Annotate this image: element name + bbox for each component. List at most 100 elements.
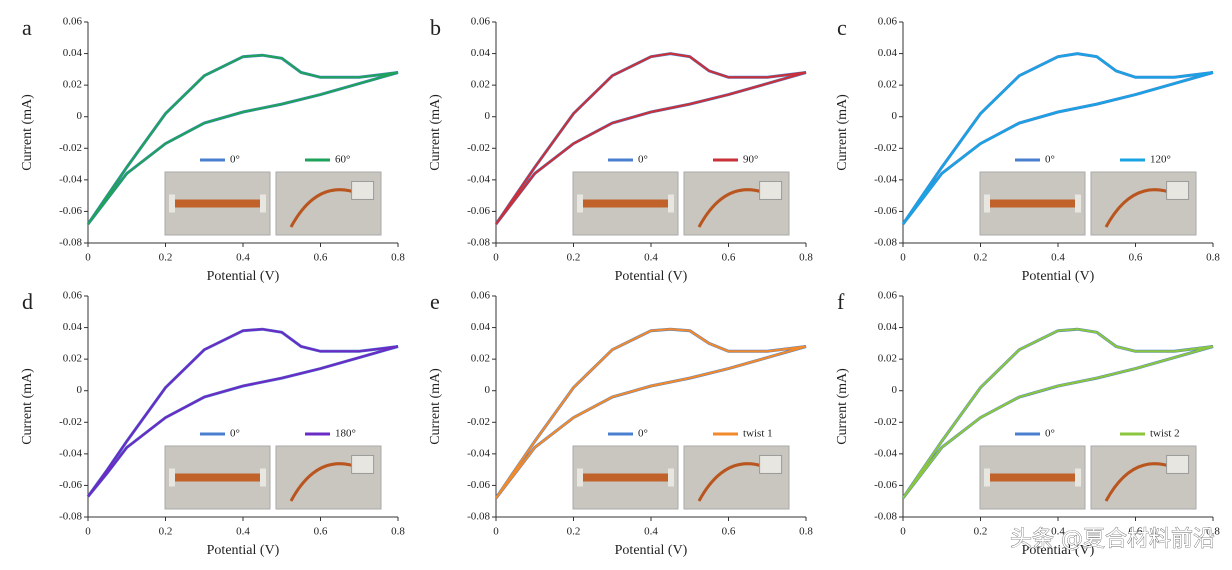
legend-label: 0° <box>230 428 240 440</box>
y-tick-label: 0.06 <box>63 290 83 302</box>
photo-fiber <box>581 199 670 208</box>
y-tick-label: -0.04 <box>59 447 82 459</box>
panel-label: e <box>430 289 440 314</box>
x-tick-label: 0.6 <box>722 526 736 538</box>
x-tick-label: 0.2 <box>159 526 173 538</box>
photo-clip <box>984 468 990 487</box>
y-axis-title: Current (mA) <box>20 94 35 171</box>
y-tick-label: -0.02 <box>874 142 897 154</box>
y-axis-title: Current (mA) <box>835 368 850 445</box>
x-tick-label: 0.2 <box>567 526 581 538</box>
cv-curve <box>87 54 399 225</box>
y-tick-label: 0.02 <box>878 353 897 365</box>
x-tick-label: 0.2 <box>974 252 988 264</box>
y-tick-label: -0.04 <box>467 447 490 459</box>
y-tick-label: 0.02 <box>471 353 490 365</box>
panel-label: c <box>837 15 847 40</box>
x-tick-label: 0.4 <box>644 252 658 264</box>
y-tick-label: -0.02 <box>467 416 490 428</box>
y-tick-label: 0.06 <box>471 290 491 302</box>
photo-fiber <box>988 473 1077 482</box>
y-tick-label: -0.02 <box>467 142 490 154</box>
y-tick-label: 0.02 <box>63 353 82 365</box>
y-tick-label: -0.08 <box>59 237 82 249</box>
y-tick-label: 0.06 <box>63 16 83 28</box>
x-tick-label: 0.6 <box>314 252 328 264</box>
photo-clip <box>759 454 783 474</box>
photo-clip <box>759 180 783 200</box>
y-tick-label: -0.04 <box>59 173 82 185</box>
x-tick-label: 0.2 <box>974 526 988 538</box>
x-tick-label: 0 <box>900 526 906 538</box>
y-tick-label: -0.02 <box>59 142 82 154</box>
x-axis-title: Potential (V) <box>615 269 688 284</box>
x-tick-label: 0.6 <box>1129 252 1143 264</box>
y-tick-label: 0.02 <box>878 79 897 91</box>
legend-label: 0° <box>230 154 240 166</box>
y-tick-label: 0.06 <box>878 16 898 28</box>
panel-label: d <box>22 289 33 314</box>
y-tick-label: -0.08 <box>467 237 490 249</box>
x-tick-label: 0.2 <box>159 252 173 264</box>
x-tick-label: 0.6 <box>1129 526 1143 538</box>
x-tick-label: 0 <box>900 252 906 264</box>
y-tick-label: 0.04 <box>471 321 491 333</box>
y-tick-label: -0.06 <box>874 205 897 217</box>
x-tick-label: 0.6 <box>314 526 328 538</box>
y-tick-label: -0.02 <box>59 416 82 428</box>
photo-clip <box>169 194 175 213</box>
y-tick-label: 0.02 <box>63 79 82 91</box>
legend-label: 0° <box>638 154 648 166</box>
y-tick-label: -0.04 <box>467 173 490 185</box>
y-tick-label: 0.04 <box>63 321 83 333</box>
y-tick-label: -0.06 <box>59 479 82 491</box>
y-tick-label: 0 <box>77 384 83 396</box>
legend-label: 120° <box>1150 154 1171 166</box>
y-axis-title: Current (mA) <box>428 94 443 171</box>
x-axis-title: Potential (V) <box>615 543 688 558</box>
photo-fiber <box>988 199 1077 208</box>
y-tick-label: -0.06 <box>467 479 490 491</box>
x-tick-label: 0.4 <box>236 252 250 264</box>
panel-label: a <box>22 15 32 40</box>
legend-label: 0° <box>1045 428 1055 440</box>
photo-clip <box>668 468 674 487</box>
photo-clip <box>351 180 375 200</box>
photo-clip <box>1166 180 1190 200</box>
x-tick-label: 0.8 <box>1206 526 1220 538</box>
x-axis-title: Potential (V) <box>207 269 280 284</box>
panel-label: f <box>837 289 845 314</box>
y-tick-label: 0.06 <box>471 16 491 28</box>
x-axis-title: Potential (V) <box>207 543 280 558</box>
x-tick-label: 0.8 <box>391 252 405 264</box>
legend-label: 0° <box>1045 154 1055 166</box>
photo-clip <box>577 468 583 487</box>
x-tick-label: 0 <box>85 252 91 264</box>
x-tick-label: 0.6 <box>722 252 736 264</box>
x-tick-label: 0.2 <box>567 252 581 264</box>
y-tick-label: 0 <box>892 384 898 396</box>
legend-label: 60° <box>335 154 350 166</box>
y-tick-label: -0.02 <box>874 416 897 428</box>
cv-curve <box>902 328 1214 499</box>
y-tick-label: 0.06 <box>878 290 898 302</box>
x-tick-label: 0 <box>85 526 91 538</box>
y-axis-title: Current (mA) <box>835 94 850 171</box>
y-tick-label: -0.08 <box>874 237 897 249</box>
legend-label: twist 1 <box>743 428 773 440</box>
cv-curve <box>495 52 807 225</box>
x-tick-label: 0 <box>493 526 499 538</box>
legend-label: twist 2 <box>1150 428 1180 440</box>
x-tick-label: 0.4 <box>236 526 250 538</box>
photo-clip <box>260 194 266 213</box>
y-tick-label: 0 <box>485 110 491 122</box>
y-tick-label: -0.06 <box>467 205 490 217</box>
y-axis-title: Current (mA) <box>428 368 443 445</box>
y-tick-label: 0 <box>77 110 83 122</box>
photo-clip <box>984 194 990 213</box>
photo-clip <box>1075 194 1081 213</box>
y-tick-label: -0.08 <box>467 511 490 523</box>
legend-label: 90° <box>743 154 758 166</box>
x-tick-label: 0.8 <box>1206 252 1220 264</box>
photo-clip <box>1166 454 1190 474</box>
